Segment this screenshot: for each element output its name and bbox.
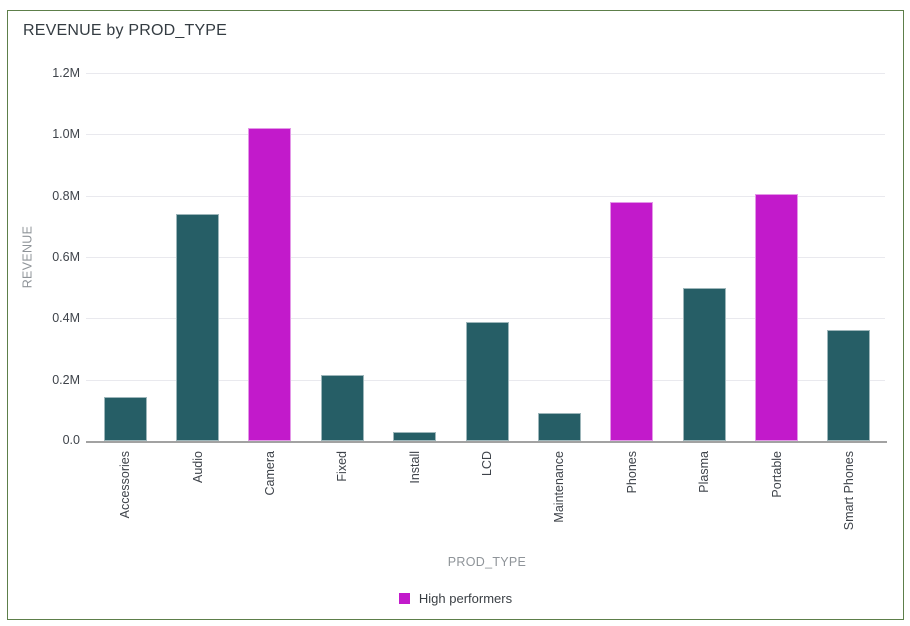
y-tick-label: 0.0: [62, 433, 80, 447]
bar-camera[interactable]: [248, 128, 292, 441]
bar-fixed[interactable]: [320, 375, 364, 441]
visualization-card[interactable]: REVENUE by PROD_TYPE REVENUE 0.0 0.2M 0.4M…: [7, 10, 904, 620]
legend-swatch-high-performers[interactable]: [398, 593, 410, 604]
gridline: [86, 318, 885, 320]
x-tick-label-accessories: Accessories: [118, 451, 133, 519]
x-tick-label-container: Fixed: [334, 451, 350, 482]
y-tick-label: 0.6M: [52, 250, 80, 264]
x-tick-label-lcd: LCD: [480, 451, 494, 477]
x-tick-label-maintenance: Maintenance: [552, 451, 567, 523]
bar-phones[interactable]: [610, 202, 654, 441]
y-tick-label: 1.0M: [52, 127, 80, 142]
x-tick-label-camera: Camera: [262, 451, 277, 496]
y-tick-label: 1.2M: [52, 66, 80, 80]
x-tick-label-smart-phones: Smart Phones: [841, 451, 856, 531]
gridline: [86, 134, 885, 136]
x-axis-line: [86, 441, 887, 443]
gridline: [86, 73, 885, 74]
x-tick-label-container: Camera: [262, 451, 278, 495]
x-tick-label-container: Smart Phones: [841, 451, 857, 530]
x-tick-label-audio: Audio: [190, 451, 205, 483]
x-tick-label-container: Phones: [624, 451, 640, 493]
x-tick-label-container: Plasma: [696, 451, 712, 493]
x-tick-label-container: Maintenance: [551, 451, 567, 523]
x-tick-label-container: Accessories: [117, 451, 133, 518]
bar-lcd[interactable]: [465, 322, 509, 441]
y-tick-label: 0.8M: [52, 188, 80, 203]
x-tick-label-install: Install: [407, 451, 422, 484]
bar-audio[interactable]: [176, 214, 219, 441]
gridline: [86, 195, 885, 197]
plot-area: 0.0 0.2M 0.4M 0.6M 0.8M 1.0M 1.2M Accessories Au…: [8, 11, 903, 619]
x-tick-label-phones: Phones: [624, 451, 639, 494]
x-tick-label-container: Install: [407, 451, 423, 484]
bar-maintenance[interactable]: [537, 413, 581, 441]
bar-install[interactable]: [393, 431, 437, 441]
legend: High performers: [8, 591, 903, 606]
y-tick-label: 0.2M: [52, 372, 80, 387]
x-tick-label-fixed: Fixed: [335, 451, 350, 482]
x-tick-label-container: Portable: [769, 451, 785, 498]
chart-title: REVENUE by PROD_TYPE: [23, 22, 228, 39]
bar-portable[interactable]: [755, 194, 798, 441]
x-tick-label-container: LCD: [479, 451, 495, 476]
x-tick-label-plasma: Plasma: [697, 451, 712, 493]
bar-smart-phones[interactable]: [827, 330, 871, 441]
bar-plasma[interactable]: [682, 287, 726, 441]
x-tick-label-container: Audio: [190, 451, 206, 483]
x-axis-title: PROD_TYPE: [447, 555, 527, 569]
legend-label[interactable]: High performers: [418, 591, 513, 606]
gridline: [86, 257, 885, 258]
x-tick-label-portable: Portable: [769, 451, 784, 498]
bar-accessories[interactable]: [103, 396, 147, 441]
y-tick-label: 0.4M: [52, 311, 80, 326]
